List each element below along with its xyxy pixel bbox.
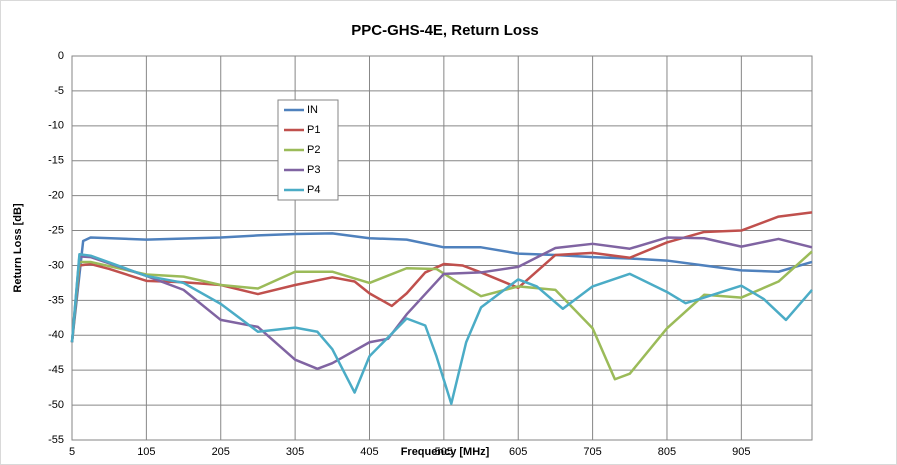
- series-line: [70, 232, 813, 343]
- x-tick-label: 905: [732, 446, 750, 458]
- y-tick-label: -35: [48, 294, 64, 306]
- x-tick-label: 305: [286, 446, 304, 458]
- series-line: [70, 250, 813, 381]
- y-tick-label: -30: [48, 259, 64, 271]
- legend-label: P1: [307, 124, 320, 136]
- x-tick-label: 5: [69, 446, 75, 458]
- y-tick-label: 0: [58, 50, 64, 62]
- legend-label: IN: [307, 104, 318, 116]
- legend-label: P3: [307, 164, 320, 176]
- y-tick-label: -50: [48, 399, 64, 411]
- y-tick-label: -25: [48, 224, 64, 236]
- y-tick-label: -10: [48, 120, 64, 132]
- x-tick-label: 705: [583, 446, 601, 458]
- y-tick-label: -5: [54, 85, 64, 97]
- x-tick-label: 205: [212, 446, 230, 458]
- y-tick-label: -45: [48, 364, 64, 376]
- x-tick-label: 405: [360, 446, 378, 458]
- x-axis-title: Frequency [MHz]: [401, 446, 490, 458]
- y-axis-title: Return Loss [dB]: [12, 203, 24, 293]
- chart-title: PPC-GHS-4E, Return Loss: [351, 22, 539, 39]
- y-tick-label: -20: [48, 190, 64, 202]
- legend-label: P4: [307, 184, 320, 196]
- x-tick-label: 105: [137, 446, 155, 458]
- legend-label: P2: [307, 144, 320, 156]
- y-tick-label: -40: [48, 329, 64, 341]
- y-tick-label: -15: [48, 155, 64, 167]
- y-tick-label: -55: [48, 434, 64, 446]
- series-line: [70, 253, 813, 405]
- x-tick-label: 505: [435, 446, 453, 458]
- x-tick-label: 605: [509, 446, 527, 458]
- x-tick-label: 805: [658, 446, 676, 458]
